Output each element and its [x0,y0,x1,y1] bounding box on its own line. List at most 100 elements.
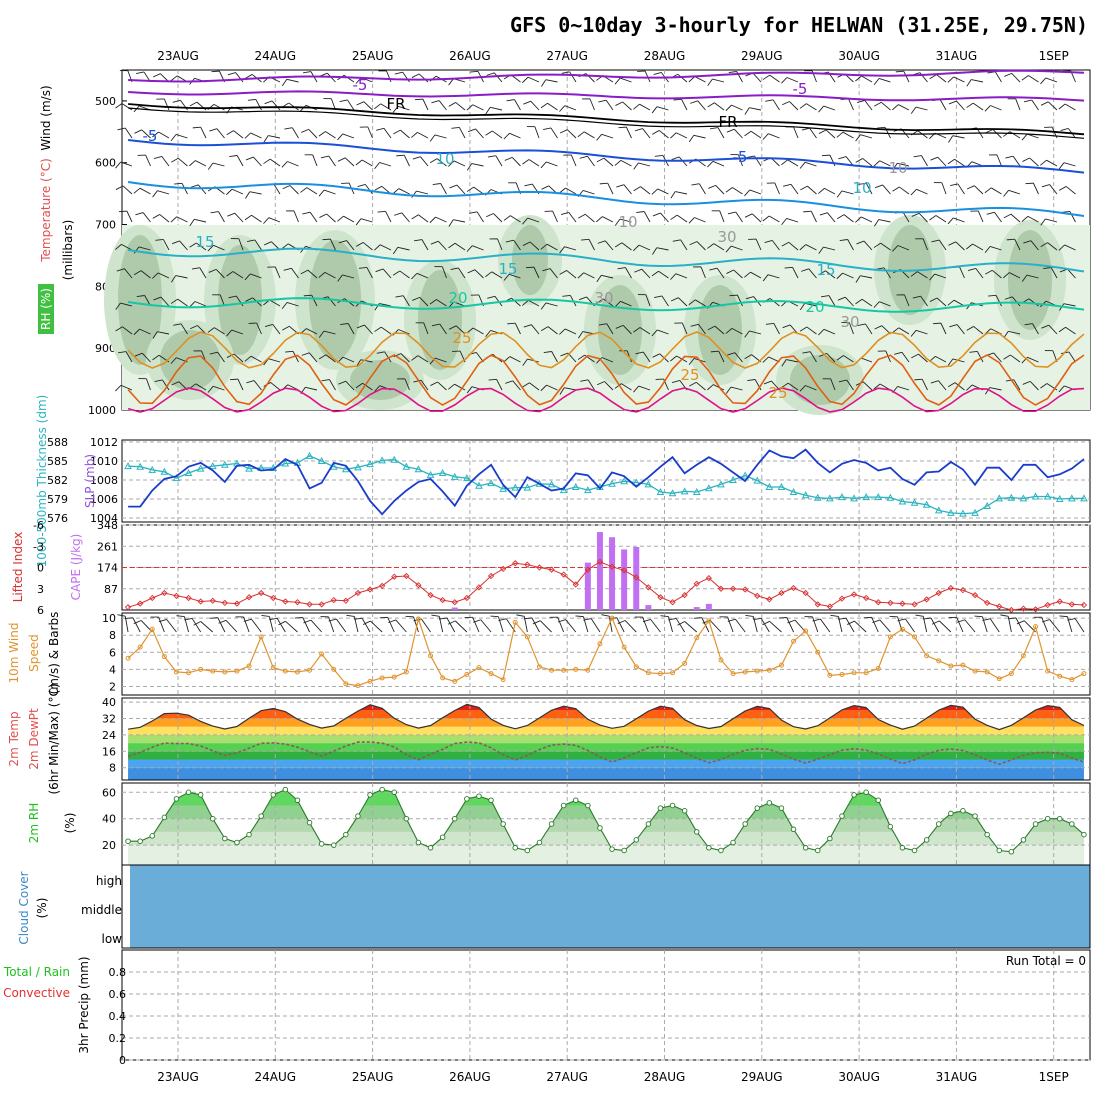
wind-barb-shaft [305,386,318,391]
wind-barb-feather [855,75,862,82]
wind-barb-shaft [273,183,281,195]
wind-barb-shaft [750,271,762,279]
wind-barb-feather [116,268,125,272]
rh-point [766,800,773,806]
wind-barb-feather [689,381,697,387]
wind-barb-shaft [697,100,706,111]
wind-barb-feather [618,126,627,129]
wind-barb-shaft [1063,162,1076,167]
wind-barb-shaft [166,619,177,633]
wind-barb-feather [693,617,702,619]
wind-barb-feather [124,617,133,619]
li-point [899,600,906,607]
wind-barb-shaft [212,162,225,167]
wind-barb-feather [411,272,418,280]
wind-barb-feather [967,267,976,272]
rh-point [379,786,385,793]
rh-color-band [128,805,1085,819]
li-point [185,594,192,602]
wind-barb-shaft [141,352,151,363]
wind-barb-shaft [582,190,595,195]
wind-barb-shaft [1045,218,1058,223]
wind-barb-shaft [456,184,466,195]
wind-barb-feather [1003,131,1011,137]
wind-barb-feather [263,217,270,224]
cape-tick-label: 261 [97,540,118,553]
wind-barb-feather [281,243,289,250]
wind-barb-feather [117,614,126,617]
wind-barb-shaft [180,323,188,335]
wind-barb-shaft [862,381,873,391]
wind-barb-shaft [694,299,706,307]
wind-barb-shaft [828,295,836,307]
wind-barb-feather [707,160,714,168]
wind-barb-feather [914,378,923,381]
wind-barb-shaft [1010,213,1021,223]
wind-barb-shaft [897,162,910,167]
wind-barb-feather [448,160,455,167]
thickness-point [559,486,568,494]
wind-barb-shaft [882,184,891,195]
wind-barb-shaft [957,183,965,195]
wind-barb-feather [691,183,700,186]
wind-barb-shaft [233,353,244,363]
wind-speed-point [1020,653,1026,659]
wind-barb-shaft [667,616,673,633]
wind-barb-shaft [492,130,503,139]
wind-barb-feather [318,189,325,197]
wind-barb-feather [374,103,381,110]
wind-barb-shaft [191,618,202,633]
rh-point [137,838,143,844]
wind-barb-shaft [250,355,262,363]
wind-barb-feather [778,617,787,619]
cape-axis-label: CAPE (J/kg) [69,534,83,601]
wind-barb-shaft [842,272,854,279]
wind-barb-feather [189,101,198,107]
wind-speed-point [403,669,409,675]
wind-barb-feather [781,218,787,226]
wind-barb-feather [466,386,473,394]
thickness-point [245,464,253,472]
wind-barb-shaft [583,616,589,633]
wind-barb-feather [690,100,698,104]
wind-barb-feather [634,128,643,132]
wind-barb-feather [744,271,751,278]
wind-speed-point [609,615,615,621]
wind-barb-feather [947,299,955,306]
wind-barb-feather [504,156,513,161]
wind-barb-shaft [324,271,336,279]
wind-barb-feather [1043,267,1052,270]
wind-barb-shaft [217,617,226,633]
wind-barb-feather [134,129,142,134]
wind-barb-shaft [421,239,429,251]
wind-barb-feather [429,299,437,305]
wind-barb-feather [923,617,932,620]
wind-barb-shaft [197,184,207,195]
wind-barb-feather [633,244,640,252]
rh-point [972,813,978,819]
li-point [705,574,712,582]
wind-barb-feather [261,615,270,617]
wind-barb-feather [209,617,218,619]
wind-barb-shaft [805,244,817,251]
wind-barb-feather [282,185,291,190]
wind-barb-feather [969,350,978,353]
thickness-tick-label: 585 [47,455,68,468]
li-point [318,601,325,608]
wind-barb-feather [858,182,867,185]
li-point [996,603,1003,610]
rh-point [633,837,640,843]
wind-barb-feather [522,358,528,366]
li-point [572,581,579,588]
wind-barb-shaft [589,98,595,111]
wind-barb-feather [985,129,994,134]
wind-barb-shaft [347,99,355,111]
wind-barb-feather [170,134,177,142]
contour-label: 10 [852,179,871,197]
slp-tick-label: 1006 [90,493,118,506]
rh-point [197,792,204,798]
thickness-point [523,483,532,491]
wind-barb-shaft [235,295,244,307]
wind-barb-shaft [225,619,238,633]
